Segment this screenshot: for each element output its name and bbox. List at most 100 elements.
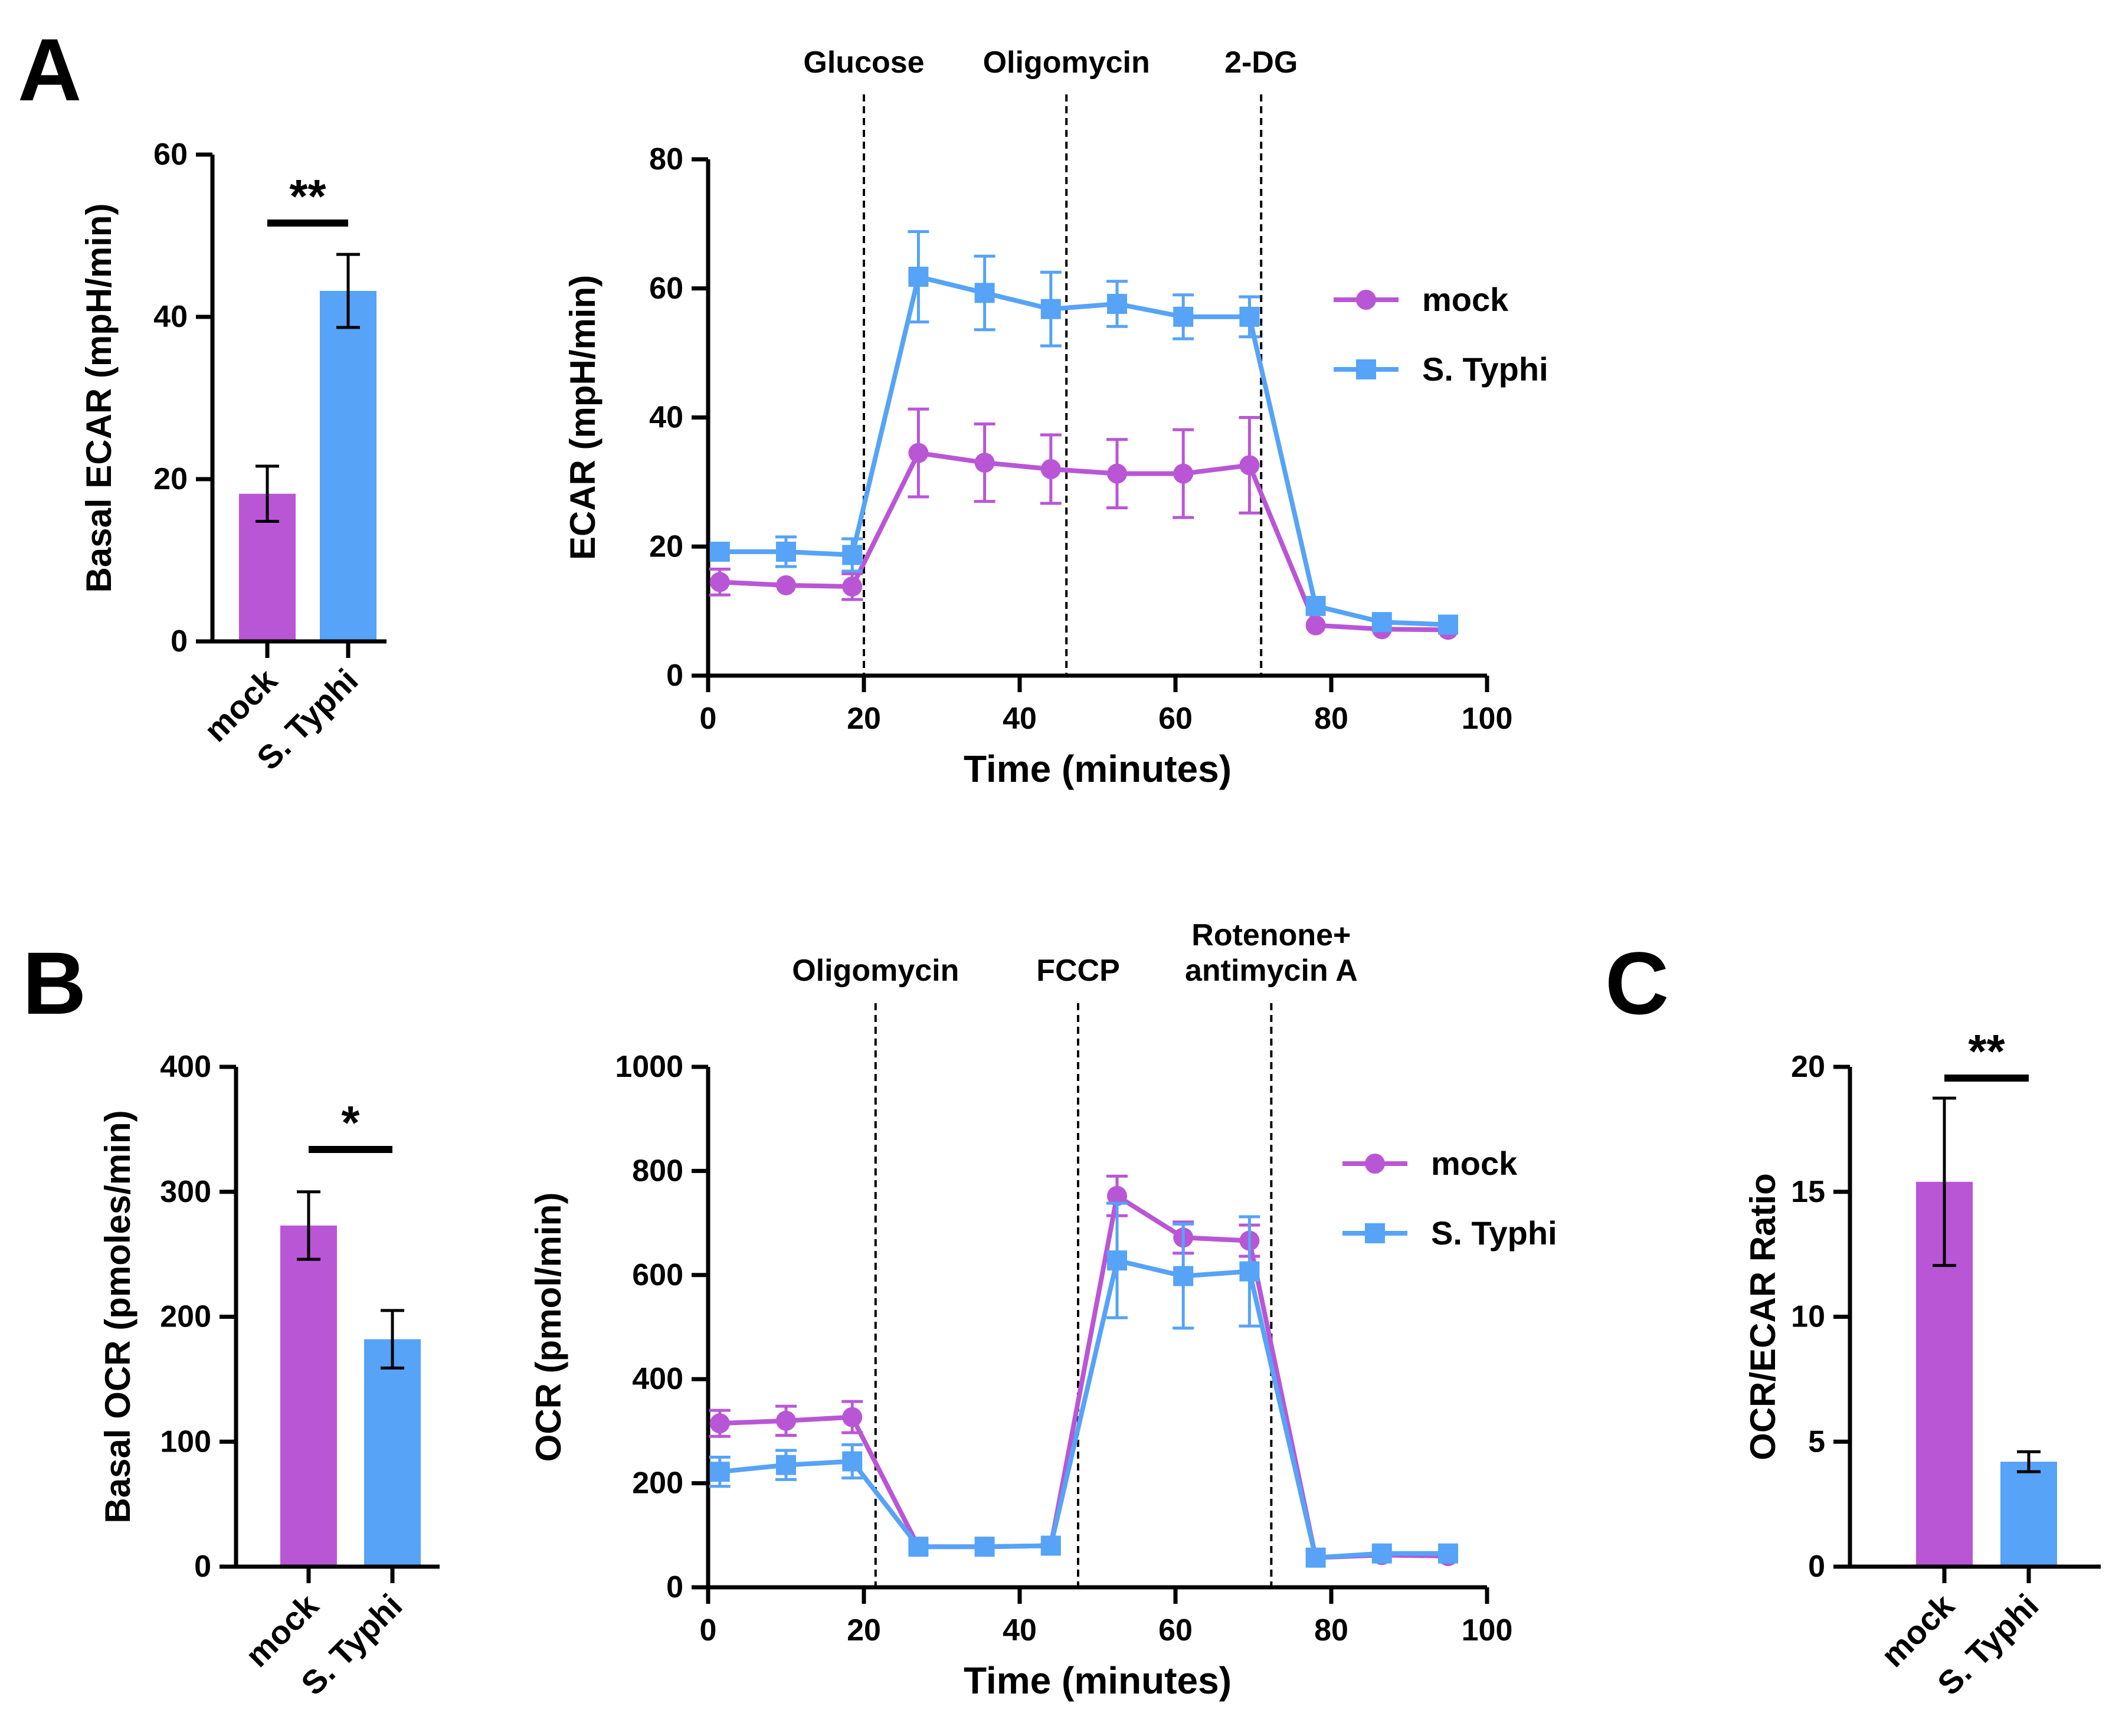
x-tick-label: 40 <box>1003 1613 1037 1647</box>
x-axis-title: Time (minutes) <box>964 748 1232 790</box>
y-tick-label: 100 <box>160 1424 211 1459</box>
injection-label: Glucose <box>803 45 924 80</box>
data-point-s-typhi <box>1305 1547 1326 1568</box>
y-tick-label: 0 <box>666 1570 683 1604</box>
significance-label: ** <box>289 170 326 222</box>
data-point-mock <box>908 443 929 463</box>
legend-label-mock: mock <box>1422 281 1509 318</box>
data-point-s-typhi <box>709 542 730 562</box>
x-tick-label: 20 <box>847 702 881 736</box>
series-line-s-typhi <box>719 1258 1448 1560</box>
data-point-s-typhi <box>709 1462 730 1482</box>
data-point-s-typhi <box>974 1537 995 1557</box>
data-point-mock <box>1107 463 1127 484</box>
x-tick-label: 0 <box>700 702 717 736</box>
legend-marker-s-typhi <box>1365 1223 1385 1243</box>
data-point-s-typhi <box>1371 612 1392 633</box>
y-tick-label: 40 <box>649 401 683 435</box>
data-point-s-typhi <box>1040 1535 1061 1556</box>
data-point-s-typhi <box>1239 1261 1260 1282</box>
ocr-time-chart: 0 200 400 600 800 1000 OCR (pmol/min) 0 20 40 60 80… <box>529 918 1557 1702</box>
data-point-s-typhi <box>776 542 796 562</box>
data-point-s-typhi <box>842 1451 863 1472</box>
injection-label: FCCP <box>1036 954 1120 988</box>
injection-label: Oligomycin <box>983 45 1150 80</box>
y-axis-title: OCR/ECAR Ratio <box>1743 1173 1783 1460</box>
injection-label: 2-DG <box>1224 45 1298 80</box>
y-tick-label: 600 <box>632 1258 683 1292</box>
bar-mock <box>280 1225 337 1567</box>
y-tick-label: 15 <box>1791 1175 1825 1209</box>
data-point-mock <box>1305 615 1326 636</box>
y-tick-label: 400 <box>632 1362 683 1396</box>
x-tick-label: 60 <box>1158 1613 1193 1647</box>
injection-label: Oligomycin <box>792 954 959 988</box>
y-tick-label: 0 <box>1808 1550 1825 1584</box>
y-axis-title: Basal ECAR (mpH/min) <box>79 203 119 592</box>
bar-s-typhi <box>2000 1462 2057 1567</box>
y-tick-label: 0 <box>666 659 683 693</box>
x-tick-label: 80 <box>1314 1613 1348 1647</box>
data-point-s-typhi <box>1173 306 1194 327</box>
data-point-mock <box>1239 455 1260 476</box>
bar-s-typhi <box>364 1339 421 1567</box>
x-tick-label: 40 <box>1003 702 1037 736</box>
y-tick-label: 1000 <box>615 1050 683 1084</box>
x-tick-label: 100 <box>1462 702 1513 736</box>
data-point-mock <box>1040 459 1061 479</box>
data-point-mock <box>776 1410 796 1431</box>
y-axis-title: OCR (pmol/min) <box>529 1193 568 1462</box>
data-point-s-typhi <box>1107 1250 1127 1271</box>
data-point-s-typhi <box>1040 299 1061 319</box>
x-tick-label: 80 <box>1314 702 1348 736</box>
y-axis-title: ECAR (mpH/min) <box>563 275 602 560</box>
y-axis-title: Basal OCR (pmoles/min) <box>98 1110 137 1523</box>
y-tick-label: 10 <box>1791 1300 1825 1334</box>
y-tick-label: 800 <box>632 1154 683 1188</box>
legend-label-s-typhi: S. Typhi <box>1431 1214 1557 1252</box>
data-point-mock <box>709 572 730 592</box>
legend-marker-mock <box>1356 290 1376 310</box>
injection-label: antimycin A <box>1185 954 1358 988</box>
y-tick-label: 400 <box>160 1050 211 1084</box>
data-point-s-typhi <box>908 267 929 287</box>
data-point-s-typhi <box>908 1537 929 1557</box>
panel-label-c: C <box>1605 933 1669 1033</box>
y-tick-label: 60 <box>153 137 188 172</box>
y-tick-label: 5 <box>1808 1424 1825 1459</box>
panel-label-b: B <box>22 933 86 1033</box>
y-tick-label: 200 <box>160 1300 211 1334</box>
x-tick-label: 0 <box>700 1613 717 1647</box>
data-point-s-typhi <box>1371 1543 1392 1564</box>
legend-label-s-typhi: S. Typhi <box>1422 351 1548 388</box>
data-point-s-typhi <box>1305 595 1326 616</box>
legend-marker-mock <box>1365 1154 1385 1174</box>
y-tick-label: 20 <box>153 462 188 496</box>
series-line-mock <box>719 1193 1449 1560</box>
bar-s-typhi <box>320 291 376 641</box>
y-tick-label: 0 <box>194 1550 211 1584</box>
y-tick-label: 20 <box>1791 1050 1825 1084</box>
x-axis-title: Time (minutes) <box>964 1659 1232 1702</box>
data-point-mock <box>842 1407 863 1427</box>
data-point-mock <box>974 453 995 473</box>
y-tick-label: 40 <box>153 300 188 334</box>
y-tick-label: 60 <box>649 271 683 306</box>
data-point-s-typhi <box>842 545 863 565</box>
data-point-mock <box>1107 1185 1127 1206</box>
x-tick-label: 20 <box>847 1613 881 1647</box>
data-point-s-typhi <box>1173 1266 1194 1286</box>
data-point-s-typhi <box>776 1455 796 1475</box>
legend-label-mock: mock <box>1431 1145 1518 1182</box>
legend-marker-s-typhi <box>1356 359 1376 379</box>
series-line-s-typhi <box>719 274 1449 627</box>
significance-label: ** <box>1968 1025 2005 1077</box>
data-point-s-typhi <box>974 283 995 303</box>
injection-label: Rotenone+ <box>1191 918 1351 952</box>
panel-label-a: A <box>18 20 81 119</box>
data-point-s-typhi <box>1438 1543 1458 1564</box>
ecar-time-chart: 0 20 40 60 80 ECAR (mpH/min) 0 20 40 60 80 100 Time … <box>563 45 1548 790</box>
